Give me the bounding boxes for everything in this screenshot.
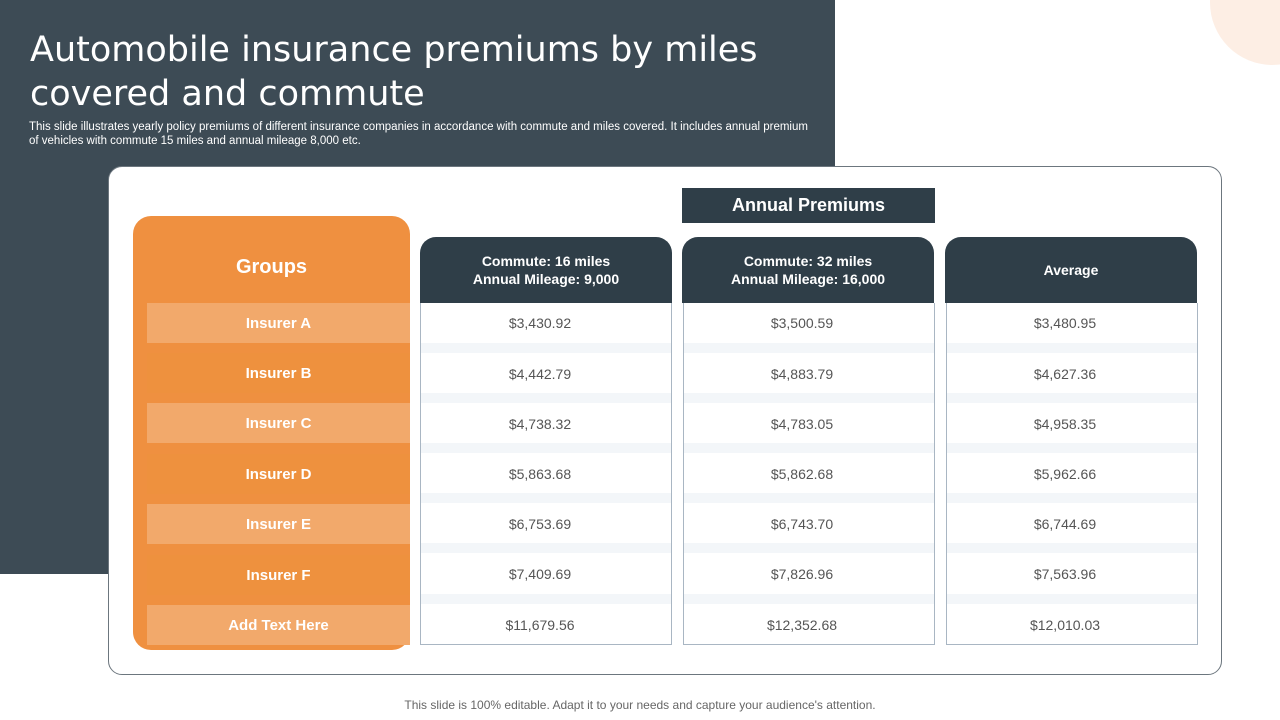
table-cell: $4,783.05 [770, 416, 834, 432]
table-cell: $5,863.68 [508, 466, 572, 482]
table-cell: $4,883.79 [770, 366, 834, 382]
table-cell: $6,753.69 [508, 516, 572, 532]
group-row-insurer-c: Insurer C [147, 403, 410, 443]
column-header-line1: Commute: 32 miles [743, 253, 873, 269]
column-body-commute-16 [420, 303, 672, 645]
slide-title: Automobile insurance premiums by miles c… [30, 30, 758, 114]
table-cell: $4,738.32 [508, 416, 572, 432]
slide-subtitle: This slide illustrates yearly policy pre… [29, 121, 808, 147]
column-header-average: Average [945, 237, 1197, 303]
slide-footer: This slide is 100% editable. Adapt it to… [404, 698, 876, 712]
column-header-line2: Annual Mileage: 9,000 [472, 271, 620, 287]
table-cell: $6,743.70 [770, 516, 834, 532]
group-row-insurer-d: Insurer D [147, 454, 410, 494]
column-header-commute-16: Commute: 16 miles Annual Mileage: 9,000 [420, 237, 672, 303]
column-header-commute-32: Commute: 32 miles Annual Mileage: 16,000 [682, 237, 934, 303]
decorative-circle [1210, 0, 1280, 65]
table-cell: $5,962.66 [1033, 466, 1097, 482]
table-cell: $12,010.03 [1029, 617, 1101, 633]
groups-header: Groups [235, 256, 308, 278]
group-row-add-text: Add Text Here [147, 605, 410, 645]
table-cell: $6,744.69 [1033, 516, 1097, 532]
table-cell: $3,500.59 [770, 315, 834, 331]
annual-premiums-header: Annual Premiums [682, 188, 935, 223]
table-cell: $7,409.69 [508, 566, 572, 582]
table-cell: $3,480.95 [1033, 315, 1097, 331]
column-header-line2: Annual Mileage: 16,000 [730, 271, 886, 287]
group-row-insurer-e: Insurer E [147, 504, 410, 544]
table-cell: $4,442.79 [508, 366, 572, 382]
group-row-insurer-b: Insurer B [147, 353, 410, 393]
table-cell: $12,352.68 [766, 617, 838, 633]
column-header-line1: Commute: 16 miles [481, 253, 611, 269]
group-row-insurer-a: Insurer A [147, 303, 410, 343]
table-cell: $5,862.68 [770, 466, 834, 482]
group-row-insurer-f: Insurer F [147, 555, 410, 595]
column-body-average [946, 303, 1198, 645]
table-cell: $11,679.56 [505, 617, 575, 633]
table-cell: $4,958.35 [1033, 416, 1097, 432]
table-cell: $3,430.92 [508, 315, 572, 331]
column-header-line1: Average [1043, 262, 1099, 278]
table-cell: $7,563.96 [1033, 566, 1097, 582]
table-cell: $4,627.36 [1033, 366, 1097, 382]
table-cell: $7,826.96 [770, 566, 834, 582]
column-body-commute-32 [683, 303, 935, 645]
